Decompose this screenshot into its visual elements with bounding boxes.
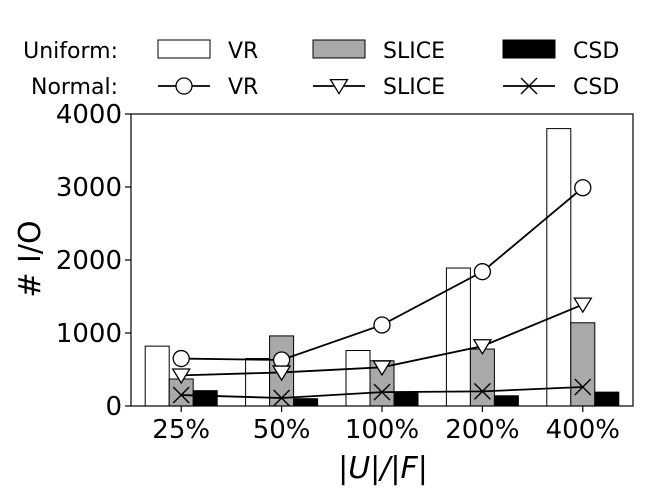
bar-uniform-slice-200pct bbox=[469, 348, 495, 407]
bar-uniform-slice-400pct bbox=[570, 322, 596, 407]
y-axis-label: # I/O bbox=[13, 220, 48, 297]
x-tick-label-200pct: 200% bbox=[445, 415, 519, 445]
legend-marker-normal-slice bbox=[329, 78, 349, 95]
y-tick-label-1000: 1000 bbox=[56, 319, 122, 349]
y-tick-label-3000: 3000 bbox=[56, 173, 122, 203]
bar-uniform-csd-200pct bbox=[493, 395, 519, 407]
point-normal-slice-200pct bbox=[472, 339, 493, 356]
point-normal-csd-25pct bbox=[172, 386, 190, 404]
point-normal-slice-400pct bbox=[573, 297, 593, 314]
bar-uniform-vr-25pct bbox=[144, 345, 170, 407]
point-normal-slice-25pct bbox=[171, 368, 191, 385]
legend-swatch-uniform-csd bbox=[502, 39, 556, 59]
legend-label-uniform-vr: VR bbox=[228, 39, 258, 64]
legend-label-normal-csd: CSD bbox=[573, 75, 619, 100]
bar-uniform-vr-100pct bbox=[345, 350, 371, 407]
x-tick-label-400pct: 400% bbox=[546, 415, 620, 445]
legend-label-uniform-csd: CSD bbox=[573, 39, 619, 64]
legend: Uniform: Normal: VR SLICE CSD VR SLICE CSD bbox=[23, 39, 619, 100]
bar-uniform-vr-400pct bbox=[546, 128, 572, 407]
point-normal-csd-400pct bbox=[574, 378, 592, 396]
legend-label-normal-slice: SLICE bbox=[383, 75, 445, 100]
plot-area: 0 1000 2000 3000 4000 25% 50% 100% 200% 400% bbox=[56, 100, 634, 445]
bar-uniform-vr-50pct bbox=[245, 358, 271, 407]
bar-uniform-csd-100pct bbox=[393, 391, 419, 407]
point-normal-vr-100pct bbox=[373, 316, 391, 334]
legend-swatch-uniform-vr bbox=[157, 39, 211, 59]
bar-uniform-csd-50pct bbox=[293, 398, 319, 407]
legend-label-uniform-slice: SLICE bbox=[383, 39, 445, 64]
bar-uniform-csd-400pct bbox=[594, 391, 620, 407]
point-normal-csd-200pct bbox=[473, 382, 491, 400]
point-normal-csd-50pct bbox=[273, 389, 291, 407]
point-normal-csd-100pct bbox=[373, 383, 391, 401]
legend-bar-group-label: Uniform: bbox=[23, 39, 118, 64]
y-tick-label-2000: 2000 bbox=[56, 246, 122, 276]
point-normal-slice-50pct bbox=[271, 365, 292, 382]
legend-label-normal-vr: VR bbox=[228, 75, 258, 100]
line-normal-vr bbox=[181, 187, 584, 361]
legend-line-group-label: Normal: bbox=[31, 75, 118, 100]
y-tick-label-4000: 4000 bbox=[56, 100, 122, 130]
x-tick-label-25pct: 25% bbox=[152, 415, 210, 445]
legend-marker-normal-vr bbox=[175, 77, 193, 95]
point-normal-vr-400pct bbox=[574, 179, 592, 197]
point-normal-slice-100pct bbox=[372, 360, 392, 377]
legend-marker-normal-csd bbox=[520, 77, 538, 95]
y-tick-label-0: 0 bbox=[105, 392, 122, 422]
bar-uniform-csd-25pct bbox=[192, 390, 218, 407]
x-axis-label: |U|/|F| bbox=[338, 451, 428, 486]
point-normal-vr-25pct bbox=[172, 349, 190, 368]
legend-swatch-uniform-slice bbox=[312, 39, 366, 59]
point-normal-vr-200pct bbox=[473, 263, 492, 281]
x-tick-label-50pct: 50% bbox=[253, 415, 311, 445]
x-tick-label-100pct: 100% bbox=[345, 415, 419, 445]
